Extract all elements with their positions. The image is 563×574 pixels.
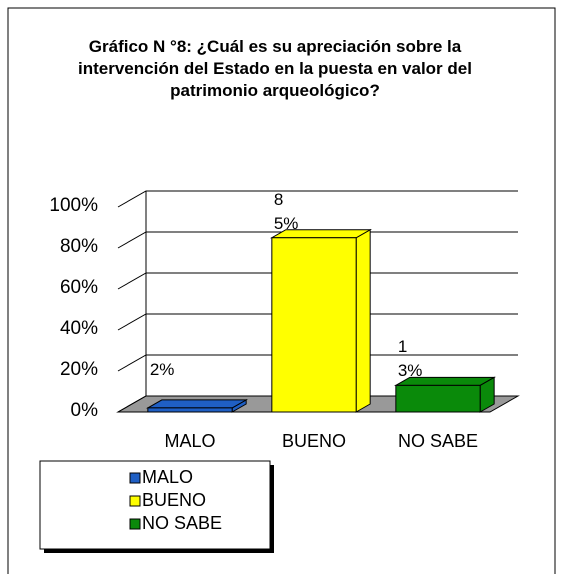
legend-label: NO SABE	[142, 513, 223, 533]
bar-front	[147, 407, 233, 413]
data-label: 13%	[397, 337, 423, 381]
grid-line	[117, 313, 518, 331]
legend-swatch	[129, 495, 141, 507]
legend-swatch	[129, 518, 141, 530]
bar-top	[145, 399, 249, 409]
grid-line	[117, 190, 518, 208]
bar	[269, 228, 373, 413]
legend-swatch	[129, 472, 141, 484]
bar-front	[271, 237, 357, 413]
grid-line	[117, 231, 518, 249]
y-tick-label: 0%	[70, 400, 98, 421]
legend-label: MALO	[142, 467, 194, 487]
y-tick-label: 100%	[49, 195, 98, 216]
grid-line	[117, 395, 518, 413]
bar	[393, 376, 497, 413]
data-label: 2%	[149, 359, 175, 379]
y-tick-label: 40%	[59, 318, 98, 339]
chart-title: Gráfico N °8: ¿Cuál es su apreciación so…	[78, 37, 472, 100]
grid-line	[117, 272, 518, 290]
frame	[7, 7, 556, 574]
y-tick-label: 60%	[59, 277, 98, 298]
bar-side	[355, 228, 371, 413]
bar	[145, 399, 249, 413]
y-tick-label: 80%	[59, 236, 98, 257]
data-label: 85%	[273, 189, 299, 233]
grid-line	[117, 354, 518, 372]
y-tick-label: 20%	[59, 359, 98, 380]
bar-front	[395, 384, 481, 413]
x-tick-label: NO SABE	[397, 431, 479, 451]
x-tick-label: MALO	[164, 431, 216, 451]
legend-box	[39, 460, 271, 550]
legend-label: BUENO	[142, 490, 207, 510]
x-tick-label: BUENO	[281, 431, 346, 451]
